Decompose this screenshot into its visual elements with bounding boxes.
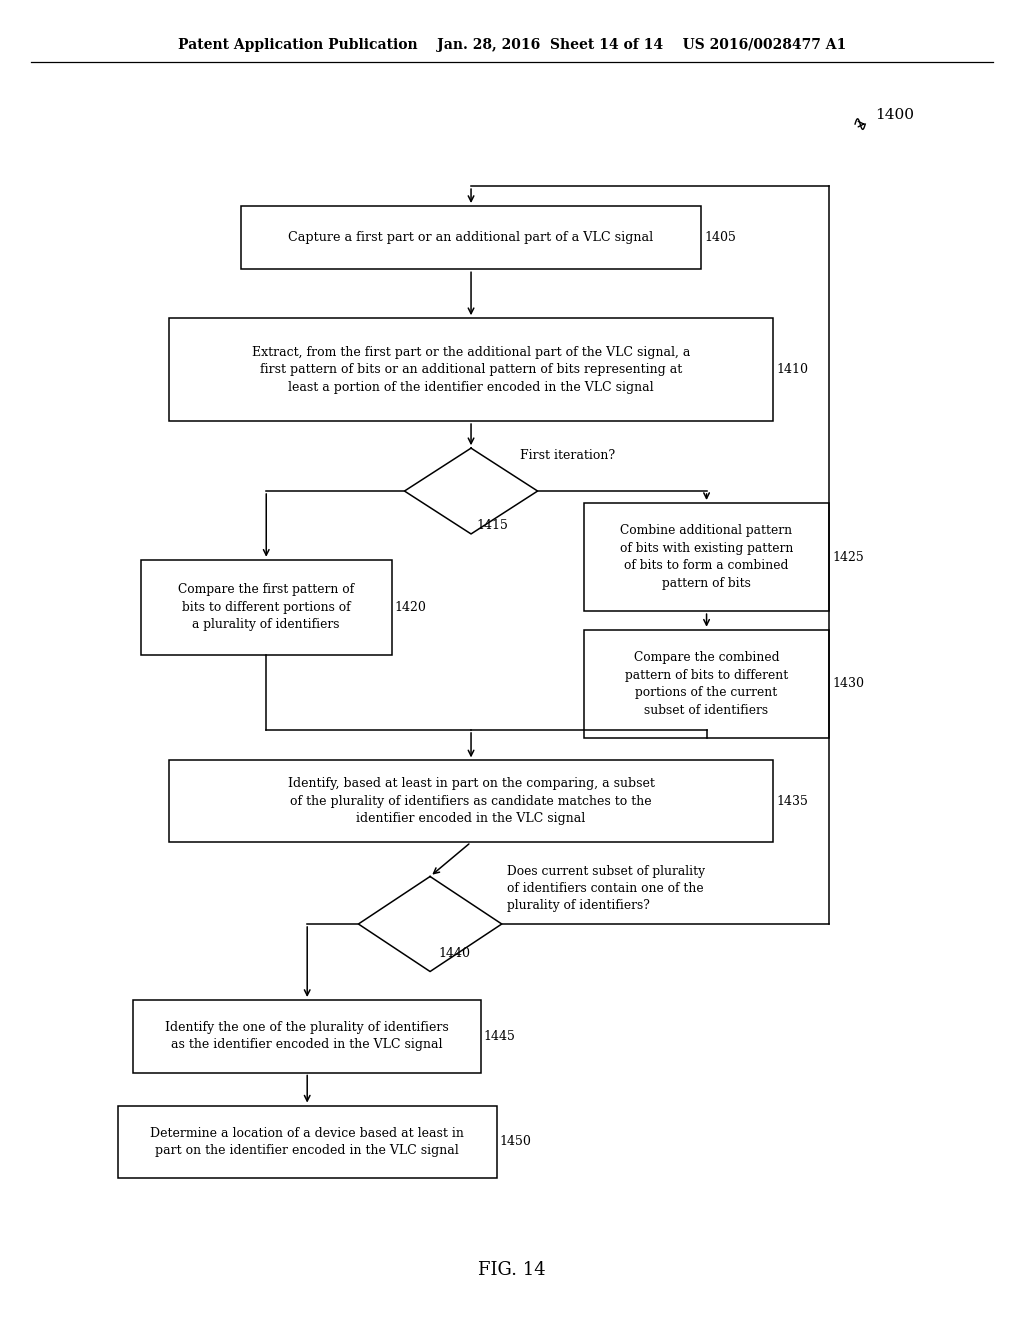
Text: 1440: 1440 bbox=[438, 946, 470, 960]
Text: FIG. 14: FIG. 14 bbox=[478, 1261, 546, 1279]
Text: 1405: 1405 bbox=[705, 231, 736, 244]
Text: 1425: 1425 bbox=[833, 550, 864, 564]
Text: Capture a first part or an additional part of a VLC signal: Capture a first part or an additional pa… bbox=[289, 231, 653, 244]
FancyBboxPatch shape bbox=[584, 630, 829, 738]
Text: 1410: 1410 bbox=[776, 363, 808, 376]
FancyBboxPatch shape bbox=[141, 560, 391, 655]
Text: 1450: 1450 bbox=[500, 1135, 531, 1148]
Polygon shape bbox=[404, 449, 538, 533]
Text: Compare the first pattern of
bits to different portions of
a plurality of identi: Compare the first pattern of bits to dif… bbox=[178, 583, 354, 631]
Text: 1400: 1400 bbox=[876, 108, 914, 121]
Polygon shape bbox=[358, 876, 502, 972]
Text: Determine a location of a device based at least in
part on the identifier encode: Determine a location of a device based a… bbox=[151, 1126, 464, 1158]
FancyBboxPatch shape bbox=[241, 206, 701, 269]
Text: 1445: 1445 bbox=[483, 1030, 515, 1043]
Text: Does current subset of plurality
of identifiers contain one of the
plurality of : Does current subset of plurality of iden… bbox=[507, 865, 705, 912]
Text: Identify, based at least in part on the comparing, a subset
of the plurality of : Identify, based at least in part on the … bbox=[288, 777, 654, 825]
Text: 1420: 1420 bbox=[394, 601, 426, 614]
FancyBboxPatch shape bbox=[169, 760, 773, 842]
FancyBboxPatch shape bbox=[133, 1001, 481, 1072]
Text: Compare the combined
pattern of bits to different
portions of the current
subset: Compare the combined pattern of bits to … bbox=[625, 651, 788, 717]
Text: Extract, from the first part or the additional part of the VLC signal, a
first p: Extract, from the first part or the addi… bbox=[252, 346, 690, 393]
FancyBboxPatch shape bbox=[584, 503, 829, 611]
FancyBboxPatch shape bbox=[169, 318, 773, 421]
Text: Combine additional pattern
of bits with existing pattern
of bits to form a combi: Combine additional pattern of bits with … bbox=[620, 524, 794, 590]
FancyBboxPatch shape bbox=[118, 1106, 497, 1177]
Text: First iteration?: First iteration? bbox=[520, 449, 615, 462]
Text: 1430: 1430 bbox=[833, 677, 864, 690]
Text: Patent Application Publication    Jan. 28, 2016  Sheet 14 of 14    US 2016/00284: Patent Application Publication Jan. 28, … bbox=[178, 38, 846, 51]
Text: 1415: 1415 bbox=[476, 519, 508, 532]
Text: Identify the one of the plurality of identifiers
as the identifier encoded in th: Identify the one of the plurality of ide… bbox=[165, 1020, 450, 1052]
Text: 1435: 1435 bbox=[776, 795, 808, 808]
